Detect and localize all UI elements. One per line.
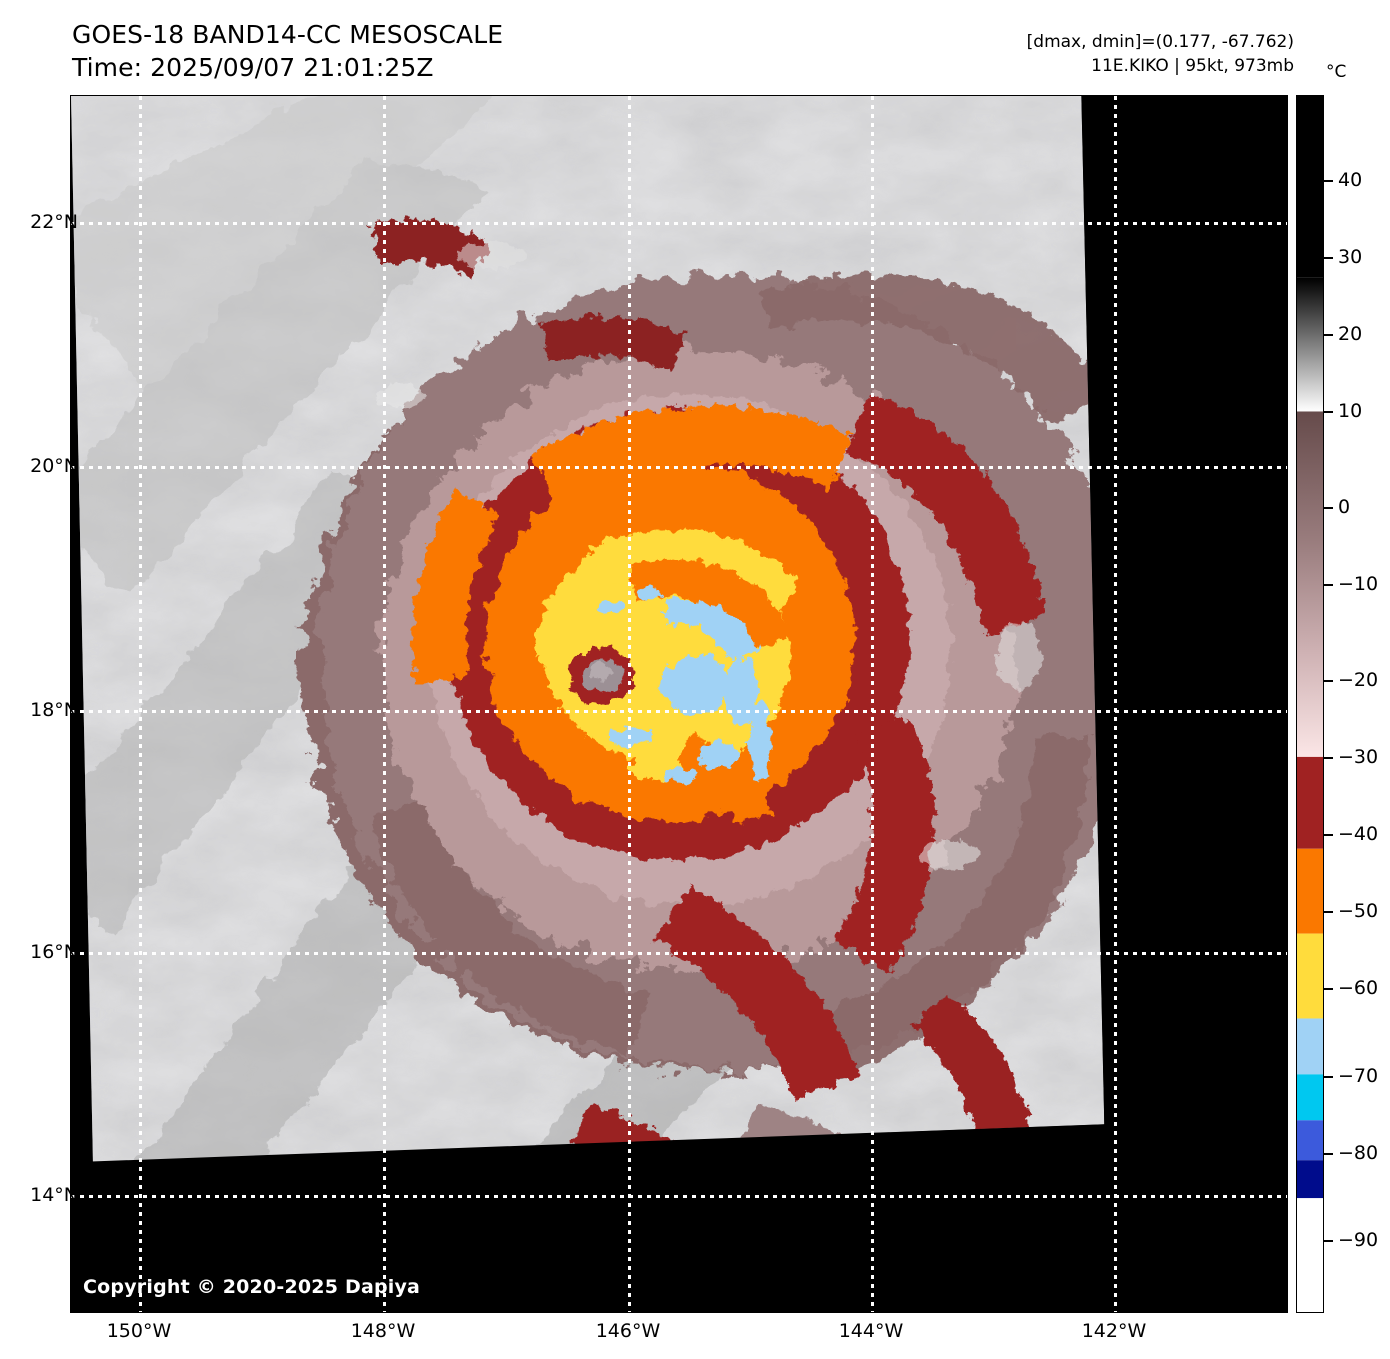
title-block: GOES-18 BAND14-CC MESOSCALE Time: 2025/0… [72, 18, 503, 84]
storm-info-text: 11E.KIKO | 95kt, 973mb [1091, 56, 1294, 76]
colorbar-tick-mark [1324, 1240, 1333, 1242]
colorbar-tick-label: 30 [1338, 246, 1363, 268]
colorbar-tick-label: 40 [1338, 169, 1363, 191]
colorbar-tick-mark [1324, 757, 1333, 759]
x-tick-label: 150°W [106, 1320, 172, 1342]
x-tick-label: 144°W [838, 1320, 904, 1342]
colorbar-tick-label: −50 [1338, 900, 1379, 922]
colorbar-tick-mark [1324, 507, 1333, 509]
colorbar-unit-label: °C [1326, 62, 1347, 82]
colorbar-tick-label: −10 [1338, 573, 1379, 595]
colorbar-tick-mark [1324, 1076, 1333, 1078]
colorbar-tick-label: −60 [1338, 977, 1379, 999]
timestamp-line: Time: 2025/09/07 21:01:25Z [72, 53, 434, 82]
colorbar-tick-label: −80 [1338, 1142, 1379, 1164]
y-tick-label: 22°N [30, 211, 78, 233]
colorbar-tick-mark [1324, 911, 1333, 913]
colorbar-tick-mark [1324, 680, 1333, 682]
colorbar-tick-mark [1324, 411, 1333, 413]
x-tick-label: 148°W [350, 1320, 416, 1342]
colorbar-tick-mark [1324, 257, 1333, 259]
colorbar-tick-mark [1324, 334, 1333, 336]
colorbar-tick-label: −70 [1338, 1065, 1379, 1087]
metadata-block: [dmax, dmin]=(0.177, -67.762) 11E.KIKO |… [1027, 30, 1294, 78]
copyright-notice: Copyright © 2020-2025 Dapiya [83, 1276, 421, 1298]
y-tick-label: 20°N [30, 455, 78, 477]
satellite-image-plot[interactable]: Copyright © 2020-2025 Dapiya [70, 95, 1288, 1313]
colorbar-tick-label: 20 [1338, 323, 1363, 345]
y-tick-label: 18°N [30, 699, 78, 721]
colorbar-tick-label: −90 [1338, 1229, 1379, 1251]
data-range-text: [dmax, dmin]=(0.177, -67.762) [1026, 32, 1294, 52]
satellite-imagery [71, 96, 1287, 1312]
y-tick-label: 14°N [30, 1184, 78, 1206]
colorbar[interactable] [1296, 95, 1324, 1313]
colorbar-tick-label: −30 [1338, 746, 1379, 768]
colorbar-tick-label: 10 [1338, 400, 1363, 422]
x-tick-label: 142°W [1081, 1320, 1147, 1342]
colorbar-tick-mark [1324, 1153, 1333, 1155]
colorbar-tick-label: −40 [1338, 823, 1379, 845]
page-title: GOES-18 BAND14-CC MESOSCALE [72, 20, 504, 49]
colorbar-tick-label: −20 [1338, 669, 1379, 691]
colorbar-tick-label: 0 [1338, 496, 1351, 518]
y-tick-label: 16°N [30, 941, 78, 963]
colorbar-gradient [1297, 96, 1323, 1312]
colorbar-tick-mark [1324, 584, 1333, 586]
colorbar-tick-mark [1324, 180, 1333, 182]
colorbar-tick-mark [1324, 988, 1333, 990]
colorbar-tick-mark [1324, 834, 1333, 836]
x-tick-label: 146°W [595, 1320, 661, 1342]
